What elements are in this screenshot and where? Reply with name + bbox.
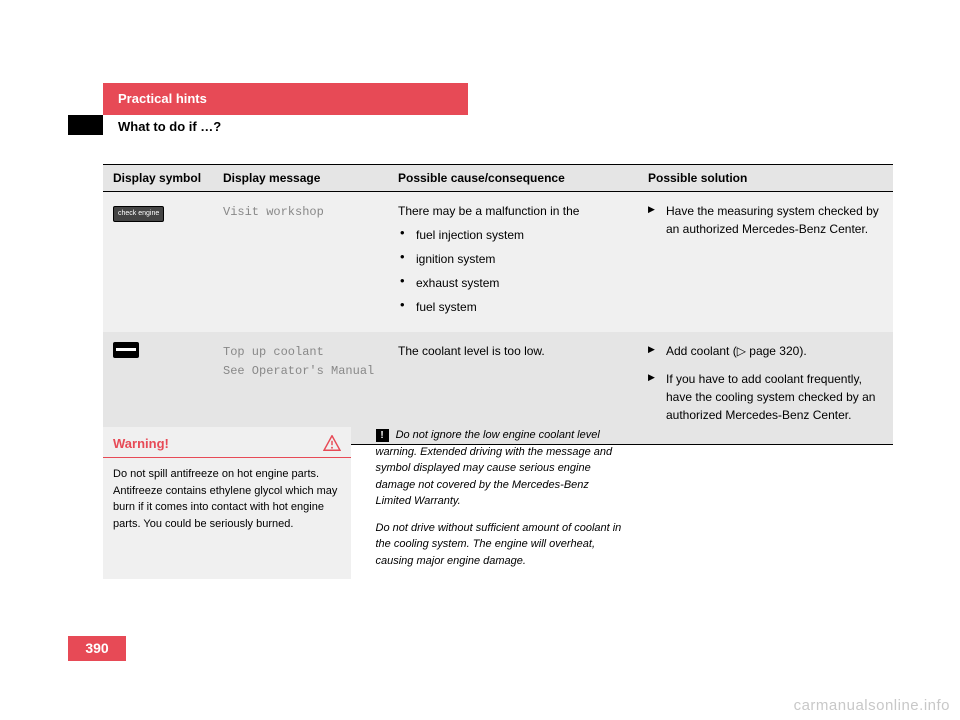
coolant-icon	[113, 342, 139, 358]
note-column: ! Do not ignore the low engine coolant l…	[376, 427, 624, 579]
cause-lead: The coolant level is too low.	[398, 342, 628, 360]
cause-list: fuel injection system ignition system ex…	[398, 226, 628, 316]
cause-item: exhaust system	[398, 274, 628, 292]
lower-content: Warning! Do not spill antifreeze on hot …	[103, 427, 623, 579]
warning-triangle-icon	[323, 435, 341, 451]
side-tab	[68, 115, 103, 135]
cell-solution: Have the measuring system checked by an …	[638, 192, 893, 333]
cause-item: fuel injection system	[398, 226, 628, 244]
warning-title: Warning!	[113, 436, 169, 451]
solution-list: Have the measuring system checked by an …	[648, 202, 883, 238]
solution-item: Add coolant (▷ page 320).	[648, 342, 883, 360]
solution-item: If you have to add coolant frequently, h…	[648, 370, 883, 424]
cause-lead: There may be a malfunction in the	[398, 202, 628, 220]
cell-solution: Add coolant (▷ page 320). If you have to…	[638, 332, 893, 445]
cell-symbol: check engine	[103, 192, 213, 333]
check-engine-icon: check engine	[113, 206, 164, 222]
watermark: carmanualsonline.info	[794, 697, 950, 714]
table-header-row: Display symbol Display message Possible …	[103, 165, 893, 192]
col-header-message: Display message	[213, 165, 388, 192]
display-message-text: Top up coolant See Operator's Manual	[223, 345, 374, 378]
warning-header: Warning!	[103, 427, 351, 458]
col-header-cause: Possible cause/consequence	[388, 165, 638, 192]
exclamation-icon: !	[376, 429, 389, 442]
page-number: 390	[68, 636, 126, 661]
warning-body: Do not spill antifreeze on hot engine pa…	[103, 458, 351, 542]
warning-box: Warning! Do not spill antifreeze on hot …	[103, 427, 351, 579]
table-row: check engine Visit workshop There may be…	[103, 192, 893, 333]
solution-list: Add coolant (▷ page 320). If you have to…	[648, 342, 883, 424]
solution-item: Have the measuring system checked by an …	[648, 202, 883, 238]
cause-item: fuel system	[398, 298, 628, 316]
section-banner: Practical hints	[103, 83, 468, 115]
cause-item: ignition system	[398, 250, 628, 268]
cell-cause: There may be a malfunction in the fuel i…	[388, 192, 638, 333]
troubleshoot-table: Display symbol Display message Possible …	[103, 164, 893, 445]
note-paragraph: ! Do not ignore the low engine coolant l…	[376, 427, 624, 510]
col-header-solution: Possible solution	[638, 165, 893, 192]
cell-message: Visit workshop	[213, 192, 388, 333]
col-header-symbol: Display symbol	[103, 165, 213, 192]
note-paragraph: Do not drive without sufficient amount o…	[376, 520, 624, 570]
display-message-text: Visit workshop	[223, 205, 324, 219]
section-subtitle: What to do if …?	[103, 115, 221, 134]
note-text: Do not ignore the low engine coolant lev…	[376, 429, 613, 507]
